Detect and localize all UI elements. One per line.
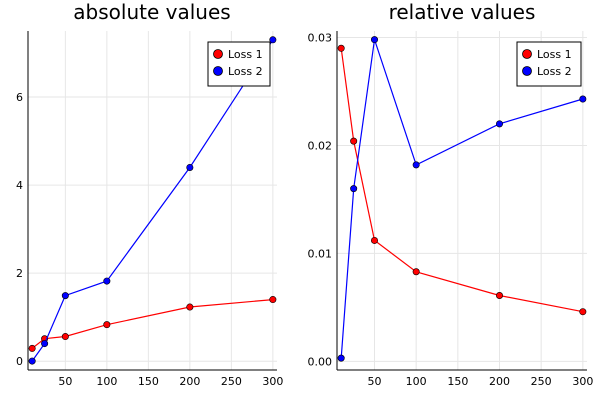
- x-tick-label: 200: [489, 375, 510, 388]
- data-point-loss-2: [61, 292, 69, 300]
- chart-title: relative values: [389, 0, 536, 24]
- y-tick-label: 2: [16, 267, 23, 280]
- data-point-loss-1: [337, 44, 345, 52]
- tick-labels: 50 100 150 200 250 300 0.00 0.01 0.02 0.03: [308, 31, 594, 388]
- x-tick-label: 100: [406, 375, 427, 388]
- data-point-loss-1: [28, 344, 36, 352]
- data-point-loss-2: [28, 357, 36, 365]
- y-tick-label: 0.03: [308, 31, 333, 44]
- legend-marker-loss-1: [522, 49, 532, 59]
- y-tick-label: 4: [16, 179, 23, 192]
- data-point-loss-1: [412, 268, 420, 276]
- x-tick-label: 100: [96, 375, 117, 388]
- data-point-loss-1: [579, 308, 587, 316]
- series-line-loss-2: [340, 39, 583, 359]
- y-tick-label: 0.02: [308, 139, 333, 152]
- series: [28, 36, 277, 365]
- data-point-loss-1: [350, 137, 358, 145]
- x-tick-label: 150: [447, 375, 468, 388]
- data-point-loss-2: [370, 36, 378, 44]
- series: [337, 36, 587, 362]
- legend-label-loss-2: Loss 2: [537, 65, 572, 78]
- x-tick-label: 250: [221, 375, 242, 388]
- x-tick-label: 200: [179, 375, 200, 388]
- data-point-loss-2: [186, 163, 194, 171]
- legend-label-loss-1: Loss 1: [228, 48, 263, 61]
- data-point-loss-2: [337, 354, 345, 362]
- legend-marker-loss-2: [213, 66, 223, 76]
- data-point-loss-2: [579, 95, 587, 103]
- x-tick-label: 300: [262, 375, 283, 388]
- y-tick-label: 0: [16, 355, 23, 368]
- y-tick-label: 6: [16, 91, 23, 104]
- x-tick-label: 250: [531, 375, 552, 388]
- tick-labels: 50 100 150 200 250 300 0 2 4 6: [16, 91, 283, 388]
- legend: Loss 1 Loss 2: [207, 41, 271, 87]
- data-point-loss-1: [61, 333, 69, 341]
- data-point-loss-1: [103, 321, 111, 329]
- legend-label-loss-2: Loss 2: [228, 65, 263, 78]
- data-point-loss-2: [41, 340, 49, 348]
- x-tick-label: 300: [572, 375, 593, 388]
- data-point-loss-2: [350, 185, 358, 193]
- grid: [337, 31, 587, 370]
- chart-absolute-values: absolute values 50 100 150 200 250 300 0 2 4 6 Lo…: [16, 0, 283, 388]
- x-tick-label: 50: [368, 375, 382, 388]
- data-point-loss-1: [269, 296, 277, 304]
- x-tick-label: 150: [138, 375, 159, 388]
- data-point-loss-1: [186, 303, 194, 311]
- data-point-loss-1: [370, 236, 378, 244]
- y-tick-label: 0.01: [308, 247, 333, 260]
- legend-marker-loss-2: [522, 66, 532, 76]
- chart-title: absolute values: [73, 0, 230, 24]
- legend-marker-loss-1: [213, 49, 223, 59]
- series-line-loss-1: [340, 48, 583, 313]
- y-tick-label: 0.00: [308, 355, 333, 368]
- chart-relative-values: relative values 50 100 150 200 250 300 0.00 0.0…: [308, 0, 594, 388]
- legend-label-loss-1: Loss 1: [537, 48, 572, 61]
- data-point-loss-1: [495, 292, 503, 300]
- data-point-loss-2: [495, 120, 503, 128]
- data-point-loss-2: [269, 36, 277, 44]
- legend: Loss 1 Loss 2: [516, 41, 582, 87]
- series-line-loss-2: [31, 39, 274, 362]
- data-point-loss-2: [103, 277, 111, 285]
- x-tick-label: 50: [58, 375, 72, 388]
- data-point-loss-2: [412, 161, 420, 169]
